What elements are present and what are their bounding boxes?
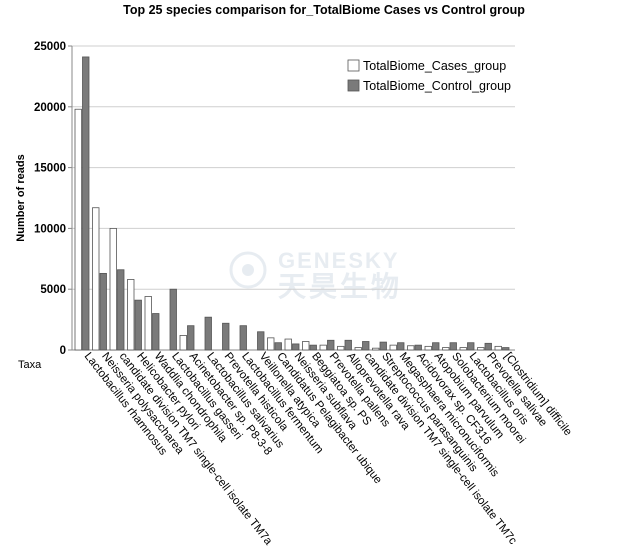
bar-control (187, 325, 195, 351)
legend-label-cases: TotalBiome_Cases_group (363, 59, 506, 73)
watermark-text-cn: 天昊生物 (278, 271, 402, 302)
legend-swatch-cases (347, 59, 360, 72)
bar-control (432, 342, 440, 351)
legend-label-control: TotalBiome_Control_group (363, 79, 511, 93)
bar-cases (424, 345, 432, 351)
bar-control (99, 272, 107, 351)
bar-control (82, 56, 90, 351)
bar-control (257, 331, 265, 351)
x-axis-label: Taxa (18, 359, 42, 371)
bar-control (449, 342, 457, 351)
bar-control (117, 269, 125, 351)
y-tick-label: 0 (60, 345, 66, 357)
bar-control (502, 347, 510, 351)
bar-control (484, 342, 492, 351)
bar-cases (354, 347, 362, 351)
bar-cases (442, 347, 450, 351)
watermark-logo-icon (229, 251, 267, 289)
bar-cases (109, 227, 117, 351)
bar-cases (494, 345, 502, 351)
bar-control (152, 313, 160, 351)
bar-control (274, 342, 282, 351)
bar-control (239, 325, 247, 351)
bar-control (204, 316, 212, 351)
bar-control (379, 341, 387, 351)
bar-control (414, 344, 422, 351)
legend-swatch-control (347, 79, 360, 92)
bar-cases (389, 344, 397, 351)
bar-control (327, 339, 335, 351)
watermark-text-en: GENESKY (278, 248, 400, 273)
bar-control (467, 342, 475, 351)
y-tick-label: 25000 (34, 41, 66, 53)
bar-cases (74, 108, 82, 351)
bar-cases (407, 345, 415, 351)
bar-control (169, 288, 177, 351)
bar-cases (319, 344, 327, 351)
y-axis-ticks: 0 5000 10000 15000 20000 25000 (34, 41, 72, 357)
bar-cases (372, 347, 380, 351)
bar-cases (92, 207, 100, 351)
gridlines (72, 45, 515, 290)
watermark-logo-dot (242, 264, 254, 276)
bar-control (362, 341, 370, 351)
bar-cases (267, 337, 275, 351)
bar-control (344, 339, 352, 351)
bars (74, 56, 510, 351)
bar-cases (284, 338, 292, 351)
bar-cases (337, 345, 345, 351)
y-tick-label: 10000 (34, 223, 66, 235)
y-tick-label: 15000 (34, 163, 66, 175)
bar-control (397, 342, 405, 351)
bar-cases (459, 347, 467, 351)
bar-cases (144, 296, 152, 351)
bar-control (134, 299, 142, 351)
bar-control (309, 344, 317, 351)
bar-control (222, 322, 230, 351)
y-axis-label: Number of reads (15, 154, 27, 241)
bar-cases (179, 335, 187, 351)
chart-title: Top 25 species comparison for_TotalBiome… (123, 3, 525, 17)
bar-cases (302, 341, 310, 351)
bar-cases (477, 347, 485, 351)
bar-control (292, 343, 300, 351)
legend: TotalBiome_Cases_group TotalBiome_Contro… (347, 59, 511, 93)
y-tick-label: 5000 (40, 284, 66, 296)
bar-cases (127, 279, 135, 351)
y-tick-label: 20000 (34, 102, 66, 114)
watermark: GENESKY 天昊生物 (229, 248, 402, 302)
